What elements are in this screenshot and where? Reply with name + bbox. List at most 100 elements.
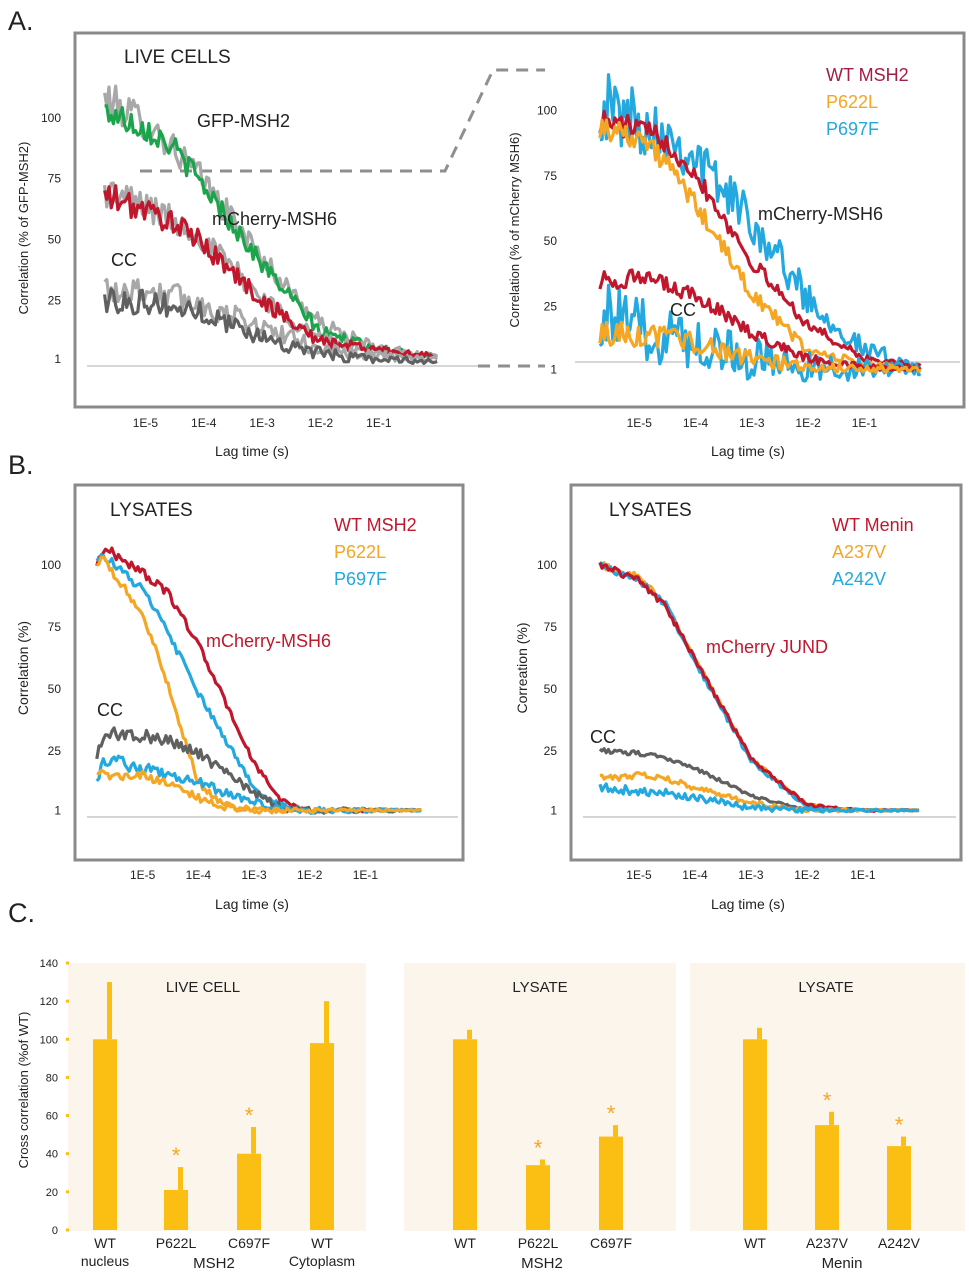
group-label-msh2-live: MSH2	[193, 1255, 235, 1272]
series-line	[103, 287, 438, 366]
series-lines	[598, 561, 920, 814]
bar	[453, 1039, 477, 1230]
error-bar	[251, 1127, 256, 1154]
bar-label: WT	[311, 1235, 333, 1251]
legend-a242v: A242V	[832, 569, 886, 589]
x-tick-label: 1E-4	[683, 416, 709, 430]
bar	[93, 1039, 117, 1230]
legend-wt-msh2: WT MSH2	[334, 515, 417, 535]
x-ticks: 1E-5 1E-4 1E-3 1E-2 1E-1	[627, 416, 878, 430]
x-tick-label: 1E-5	[133, 416, 159, 430]
series-line	[103, 278, 438, 363]
significance-marker: *	[172, 1143, 181, 1168]
y-tick-label: 1	[54, 803, 61, 817]
x-tick-label: 1E-5	[627, 416, 653, 430]
chart-a-left: 1 25 50 75 100 1E-5 1E-4 1E-3 1E-2 1E-1 LIVE CEL…	[16, 47, 478, 459]
series-line	[95, 754, 422, 815]
y-tick-label: 60	[46, 1111, 58, 1123]
bar-sublabel: nucleus	[81, 1253, 129, 1269]
legend-p697f: P697F	[826, 119, 879, 139]
series-lines	[103, 84, 438, 366]
legend-wt-menin: WT Menin	[832, 515, 914, 535]
y-tick-label: 50	[48, 233, 62, 247]
error-bar	[540, 1159, 545, 1166]
group-title-lysate-menin: LYSATE	[798, 979, 853, 996]
y-tick-label: 1	[550, 803, 557, 817]
series-line	[599, 561, 920, 813]
x-tick-label: 1E-3	[739, 416, 765, 430]
bar	[815, 1125, 839, 1230]
y-tick-label: 1	[54, 352, 61, 366]
y-tick-label: 75	[48, 172, 62, 186]
label-mcherry-jund: mCherry JUND	[706, 637, 828, 657]
y-tick-label: 0	[52, 1225, 58, 1237]
x-tick-label: 1E-3	[738, 868, 764, 882]
group-label-msh2-lysate: MSH2	[521, 1255, 563, 1272]
bar-label: A237V	[806, 1235, 849, 1251]
panel-label-a: A.	[8, 6, 34, 36]
y-tick-mark	[66, 1152, 69, 1156]
y-tick-label: 75	[48, 620, 62, 634]
y-ticks: 1 25 50 75 100	[537, 104, 557, 377]
bar-label: C697F	[228, 1235, 270, 1251]
bar	[743, 1039, 767, 1230]
error-bar	[107, 982, 112, 1040]
y-axis-label: Correlation (%)	[15, 621, 31, 715]
series-line	[598, 109, 922, 369]
label-cc: CC	[111, 250, 137, 270]
bar-label: C697F	[590, 1235, 632, 1251]
chart-title: LYSATES	[609, 500, 692, 521]
x-tick-label: 1E-1	[353, 868, 379, 882]
error-bar	[613, 1125, 618, 1137]
legend-p697f: P697F	[334, 569, 387, 589]
x-tick-label: 1E-2	[794, 868, 820, 882]
label-cc: CC	[670, 300, 696, 320]
x-ticks: 1E-5 1E-4 1E-3 1E-2 1E-1	[626, 868, 876, 882]
y-tick-label: 20	[46, 1187, 58, 1199]
y-tick-label: 25	[544, 300, 558, 314]
series-line	[598, 561, 920, 813]
x-tick-label: 1E-3	[241, 868, 267, 882]
x-ticks: 1E-5 1E-4 1E-3 1E-2 1E-1	[133, 416, 392, 430]
series-line	[104, 104, 438, 360]
chart-title: LYSATES	[110, 500, 193, 521]
chart-c: 0 20 40 60 80 100 120 140 WT nucleus * P622L * C697F…	[16, 958, 965, 1272]
bar-label: P622L	[518, 1235, 559, 1251]
x-axis-label: Lag time (s)	[711, 443, 785, 459]
y-axis-label: Correation (%)	[514, 622, 530, 713]
panel-label-c: C.	[8, 898, 35, 928]
y-tick-label: 40	[46, 1149, 58, 1161]
y-tick-mark	[66, 1114, 69, 1118]
y-tick-label: 25	[48, 294, 62, 308]
legend-a237v: A237V	[832, 542, 886, 562]
x-tick-label: 1E-4	[191, 416, 217, 430]
legend-p622l: P622L	[826, 92, 878, 112]
y-axis-label: Cross correlation (%of WT)	[16, 1012, 31, 1169]
significance-marker: *	[245, 1103, 254, 1128]
x-tick-label: 1E-2	[308, 416, 334, 430]
x-ticks: 1E-5 1E-4 1E-3 1E-2 1E-1	[130, 868, 378, 882]
bar-label: WT	[454, 1235, 476, 1251]
y-tick-label: 100	[40, 1034, 58, 1046]
x-axis-label: Lag time (s)	[215, 896, 289, 912]
panel-b-right-frame	[569, 483, 963, 862]
significance-marker: *	[823, 1088, 832, 1113]
y-tick-label: 75	[544, 169, 558, 183]
y-tick-label: 80	[46, 1072, 58, 1084]
y-tick-label: 100	[537, 558, 557, 572]
label-cc: CC	[590, 727, 616, 747]
x-tick-label: 1E-4	[682, 868, 708, 882]
x-tick-label: 1E-5	[130, 868, 156, 882]
zoom-connector-top	[140, 68, 545, 173]
series-line	[598, 782, 919, 814]
label-cc: CC	[97, 700, 123, 720]
x-tick-label: 1E-1	[852, 416, 878, 430]
y-tick-label: 25	[544, 744, 558, 758]
y-ticks: 1 25 50 75 100	[537, 558, 557, 817]
bar	[887, 1146, 911, 1230]
series-line	[96, 768, 422, 815]
y-tick-label: 50	[48, 682, 62, 696]
series-line	[598, 561, 920, 813]
